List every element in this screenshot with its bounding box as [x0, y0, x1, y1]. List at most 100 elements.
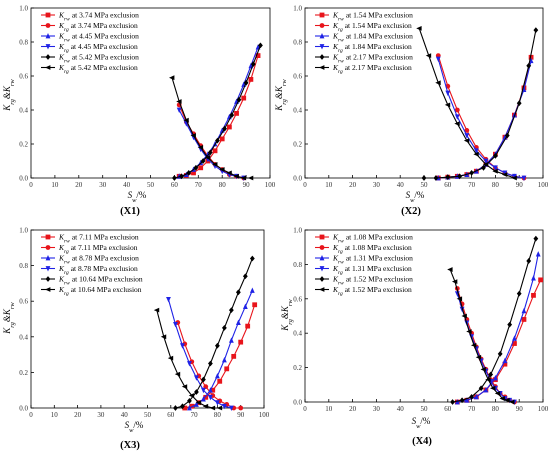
data-point	[228, 307, 234, 313]
data-point	[183, 117, 189, 123]
data-point	[255, 53, 261, 58]
data-point	[516, 100, 522, 107]
data-point	[475, 354, 482, 360]
legend-label: Krw at 5.42 MPa exclusion	[58, 53, 139, 65]
data-point	[160, 334, 167, 340]
data-point	[433, 175, 439, 181]
data-point	[194, 401, 199, 407]
data-point	[169, 75, 175, 81]
data-point	[512, 173, 517, 180]
x-axis-title: Sw/%	[412, 416, 431, 430]
data-point	[511, 175, 517, 181]
data-point	[488, 371, 494, 378]
data-point	[201, 376, 206, 383]
data-point	[167, 355, 174, 361]
data-point	[188, 393, 195, 398]
data-point	[248, 77, 254, 82]
data-point	[473, 151, 479, 157]
x-tick-label: 20	[75, 181, 83, 189]
x-tick-label: 20	[74, 411, 82, 419]
data-point	[531, 275, 536, 281]
series-line	[418, 28, 515, 179]
data-point	[526, 62, 532, 69]
x-tick-label: 90	[243, 181, 251, 189]
data-point	[195, 400, 202, 406]
legend-entry: Krw at 2.17 MPa exclusion	[315, 53, 413, 65]
x-tick-label: 0	[303, 181, 307, 189]
legend-entry: Krw at 8.78 MPa exclusion	[41, 254, 139, 266]
legend-label: Krw at 2.17 MPa exclusion	[332, 53, 413, 65]
legend-marker	[319, 23, 325, 28]
data-point	[208, 360, 213, 367]
legend-marker	[45, 12, 51, 18]
data-point	[215, 372, 220, 379]
x-tick-label: 90	[516, 405, 524, 413]
series-line	[456, 293, 515, 403]
y-tick-label: 0.4	[19, 333, 28, 341]
data-point	[222, 125, 227, 132]
legend-marker	[45, 33, 51, 39]
data-point	[464, 133, 470, 139]
legend-label: Krg at 1.08 MPa exclusion	[332, 243, 412, 255]
y-tick-label: 0.0	[19, 405, 28, 413]
series-line	[174, 45, 261, 179]
data-point	[203, 394, 209, 400]
data-point	[492, 168, 498, 174]
data-point	[521, 175, 527, 181]
data-point	[228, 337, 234, 343]
data-point	[493, 374, 498, 381]
series-krw-5	[450, 235, 539, 405]
x-tick-label: 70	[468, 405, 476, 413]
x-tick-label: 70	[191, 411, 199, 419]
plot-frame	[30, 7, 271, 179]
data-point	[191, 170, 196, 176]
legend-marker	[319, 12, 325, 18]
data-point	[526, 258, 532, 264]
data-point	[204, 155, 211, 160]
data-point	[182, 405, 188, 411]
y-tick-label: 0.4	[293, 330, 302, 338]
data-point	[207, 149, 213, 156]
legend-marker	[45, 44, 51, 50]
legend-marker	[45, 23, 51, 28]
y-tick-label: 1.0	[19, 227, 28, 235]
data-point	[174, 371, 181, 377]
data-point	[200, 158, 206, 164]
y-tick-label: 0.0	[293, 175, 302, 183]
x-tick-label: 80	[492, 181, 500, 189]
x-tick-label: 60	[167, 411, 175, 419]
data-point	[233, 173, 239, 179]
x-tick-label: 100	[259, 411, 270, 419]
y-tick-label: 0.4	[19, 107, 28, 115]
x-tick-label: 30	[373, 405, 381, 413]
plot-frame	[304, 229, 544, 403]
data-point	[483, 386, 489, 393]
legend-entry: Krg at 1.31 MPa exclusion	[315, 264, 412, 276]
series-krw-5	[172, 42, 263, 181]
data-point	[482, 162, 489, 167]
data-point	[445, 174, 451, 181]
data-point	[435, 80, 441, 86]
panel-label: (X3)	[120, 440, 140, 451]
series-line	[178, 109, 244, 179]
x-tick-label: 40	[121, 411, 129, 419]
legend-label: Krw at 7.11 MPa exclusion	[58, 233, 139, 245]
legend-entry: Krg at 1.08 MPa exclusion	[315, 243, 412, 255]
legend-entry: Krg at 8.78 MPa exclusion	[41, 264, 138, 276]
data-point	[247, 175, 254, 181]
data-point	[193, 164, 199, 171]
data-point	[533, 235, 539, 242]
data-point	[445, 90, 451, 96]
y-tick-label: 0.0	[293, 399, 302, 407]
series-krw-1	[176, 53, 261, 179]
x-tick-label: 100	[538, 181, 549, 189]
legend-marker	[319, 266, 325, 272]
legend-entry: Krg at 3.74 MPa exclusion	[41, 21, 138, 33]
data-point	[478, 385, 484, 392]
legend-label: Krw at 1.52 MPa exclusion	[332, 275, 413, 287]
legend-marker	[319, 33, 325, 39]
data-point	[454, 121, 460, 126]
